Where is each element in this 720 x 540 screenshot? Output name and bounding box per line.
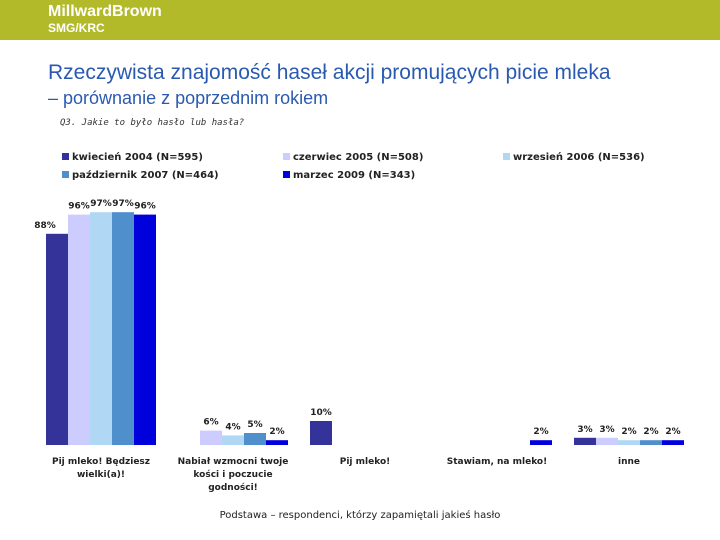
value-label: 2% [533, 427, 548, 437]
value-label: 3% [599, 425, 614, 435]
legend-label: kwiecień 2004 (N=595) [72, 152, 203, 163]
bar [244, 433, 266, 445]
legend-entry: marzec 2009 (N=343) [283, 170, 415, 181]
bar [662, 440, 684, 445]
bar [640, 440, 662, 445]
x-tick-label: Pij mleko! [339, 457, 391, 467]
bar [112, 212, 134, 445]
value-label: 4% [225, 422, 240, 432]
value-label: 96% [134, 202, 156, 212]
bar [200, 430, 222, 445]
legend-entry: wrzesień 2006 (N=536) [503, 152, 645, 163]
legend-swatch [62, 153, 69, 160]
legend-swatch [503, 153, 510, 160]
bar [266, 440, 288, 445]
legend-swatch [283, 171, 290, 178]
value-label: 97% [90, 199, 112, 209]
subtitle: – porównanie z poprzednim rokiem [48, 88, 329, 108]
legend-entry: kwiecień 2004 (N=595) [62, 152, 203, 163]
x-tick-label: Nabiał wzmocni twoje kości i poczucie go… [177, 457, 289, 493]
logo: MillwardBrown [48, 3, 162, 20]
value-label: 2% [665, 427, 680, 437]
value-label: 2% [621, 427, 636, 437]
bar [618, 440, 640, 445]
bar [90, 212, 112, 445]
legend-label: czerwiec 2005 (N=508) [293, 152, 424, 163]
bar [68, 214, 90, 445]
bar [134, 214, 156, 445]
legend-entry: czerwiec 2005 (N=508) [283, 152, 423, 163]
value-label: 2% [269, 427, 284, 437]
legend-swatch [283, 153, 290, 160]
x-tick-label: Stawiam, na mleko! [446, 457, 548, 467]
value-label: 6% [203, 418, 218, 428]
sublogo: SMG/KRC [48, 21, 105, 35]
bar [46, 233, 68, 445]
bar [310, 421, 332, 445]
value-label: 97% [112, 199, 134, 209]
bar [596, 437, 618, 445]
value-label: 10% [310, 408, 332, 418]
title: Rzeczywista znajomość haseł akcji promuj… [48, 61, 611, 84]
x-tick-label: Pij mleko! Będziesz wielki(a)! [51, 457, 151, 480]
value-label: 5% [247, 420, 262, 430]
footnote: Podstawa – respondenci, którzy zapamięta… [219, 510, 501, 521]
value-label: 3% [577, 425, 592, 435]
question: Q3. Jakie to było hasło lub hasła? [60, 118, 245, 128]
bar [530, 440, 552, 445]
legend-entry: październik 2007 (N=464) [62, 170, 219, 181]
legend-label: wrzesień 2006 (N=536) [513, 152, 645, 163]
legend-label: marzec 2009 (N=343) [293, 170, 416, 181]
bar [222, 435, 244, 445]
value-label: 88% [34, 221, 56, 231]
x-tick-label: inne [617, 457, 640, 467]
legend-swatch [62, 171, 69, 178]
banner: MillwardBrown SMG/KRC [0, 0, 720, 40]
legend-label: październik 2007 (N=464) [72, 170, 219, 181]
bar [574, 437, 596, 445]
value-label: 2% [643, 427, 658, 437]
value-label: 96% [68, 202, 90, 212]
